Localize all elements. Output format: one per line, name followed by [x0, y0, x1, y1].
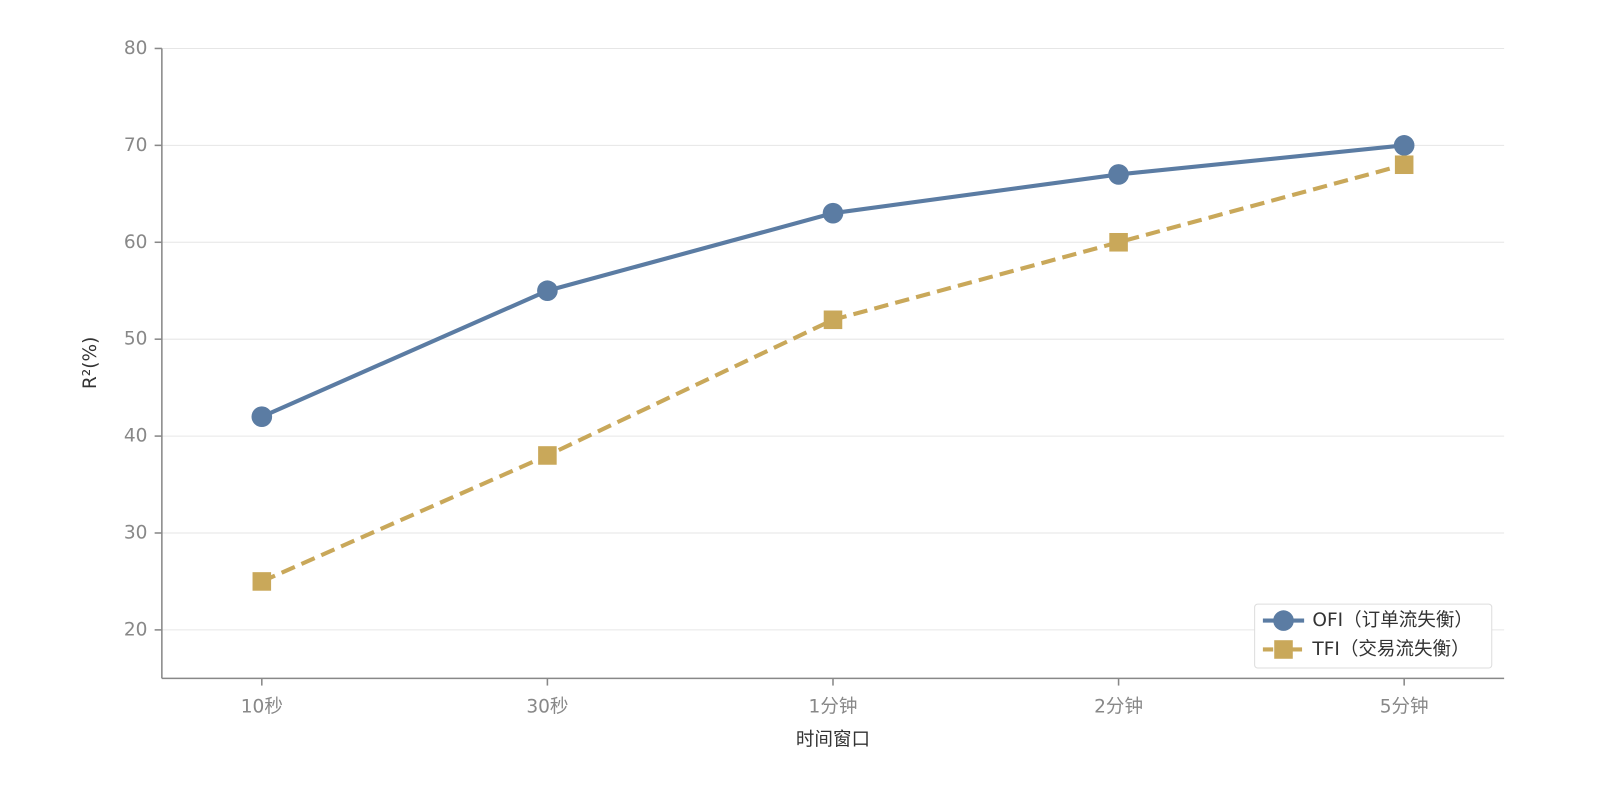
point: [1394, 155, 1414, 175]
y-tick-label: 70: [124, 135, 148, 156]
x-axis-label: 时间窗口: [796, 730, 870, 751]
point: [1273, 610, 1294, 631]
point: [252, 572, 272, 591]
point: [1108, 164, 1129, 185]
y-tick-label: 30: [124, 522, 148, 543]
legend-label: OFI（订单流失衡）: [1312, 610, 1473, 631]
line: [260, 143, 1405, 419]
point: [1109, 232, 1128, 252]
legend: OFI（订单流失衡） TFI（交易流失衡）: [1254, 603, 1493, 669]
legend-box: [1254, 603, 1493, 669]
y-tick-label: 60: [124, 232, 148, 253]
point: [822, 202, 844, 224]
y-tick-label: 40: [124, 426, 148, 447]
y-tick-label: 20: [124, 619, 148, 640]
x-tick-label: 1分钟: [809, 697, 858, 718]
point: [537, 280, 558, 302]
x-tick-label: 5分钟: [1380, 697, 1429, 718]
x-tick-label: 30秒: [526, 697, 568, 718]
point: [251, 406, 273, 428]
y-axis-label: R²(%): [80, 337, 101, 389]
x-tick-label: 10秒: [241, 697, 283, 718]
y-tick-label: 50: [124, 329, 148, 350]
y-tick-label: 80: [124, 38, 148, 59]
point: [1274, 640, 1293, 659]
point: [823, 310, 843, 330]
line: [260, 162, 1405, 584]
legend-label: TFI（交易流失衡）: [1311, 639, 1469, 660]
point: [1393, 135, 1415, 156]
point: [538, 446, 557, 465]
x-tick-label: 2分钟: [1094, 697, 1143, 718]
